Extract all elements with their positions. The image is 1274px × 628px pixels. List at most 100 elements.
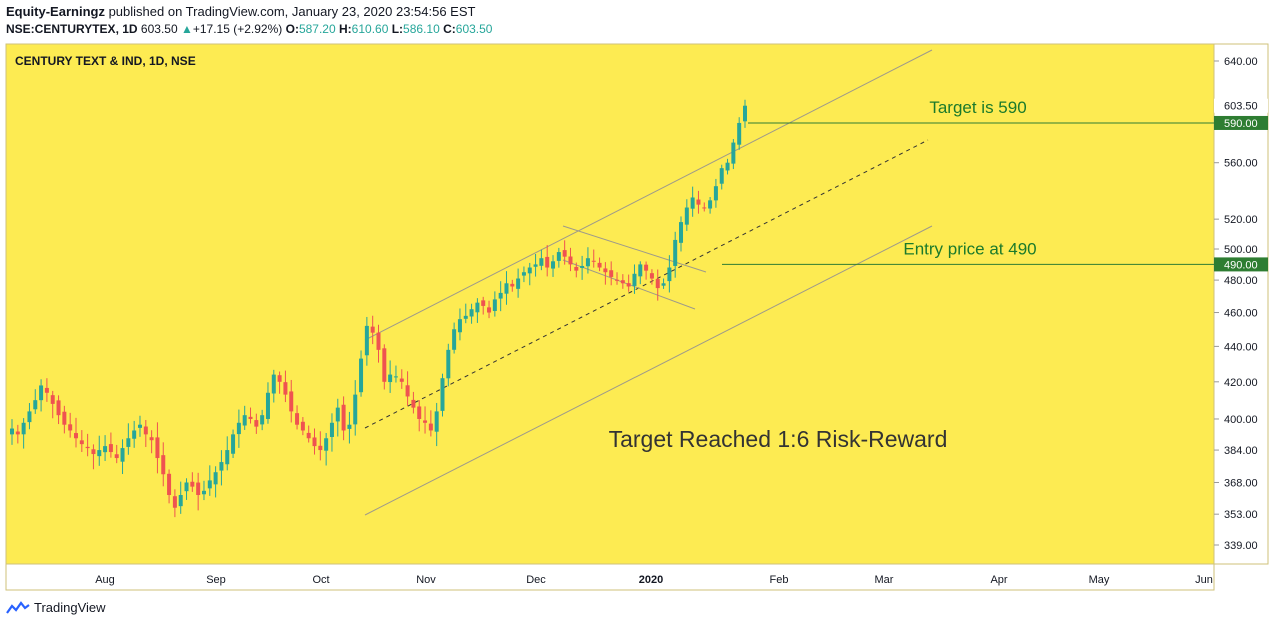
close-label: C: (443, 22, 456, 36)
candle-body (469, 309, 474, 317)
level-marker-label: 590.00 (1224, 118, 1258, 130)
candle-body (423, 420, 428, 423)
candle-body (638, 264, 643, 277)
candle-body (609, 270, 614, 277)
y-tick-label: 368.00 (1224, 477, 1258, 489)
trend-channel (364, 49, 933, 516)
candle-body (615, 279, 620, 281)
channel-upper-line (364, 49, 933, 341)
y-tick-label: 440.00 (1224, 341, 1258, 353)
candle-body (324, 438, 329, 451)
channel-mid-dashed-line (364, 139, 929, 429)
footer: TradingView (6, 600, 106, 615)
candle-body (132, 430, 137, 439)
candle-body (516, 278, 521, 289)
candle-body (172, 496, 177, 508)
candle-body (213, 472, 218, 485)
candle-body (661, 283, 666, 286)
low-label: L: (391, 22, 404, 36)
flag-upper-line (562, 225, 707, 273)
x-tick-label: Feb (770, 574, 789, 586)
candle-body (137, 424, 142, 428)
candle-body (667, 267, 672, 282)
plot-background (5, 43, 1215, 565)
price-axis[interactable] (1213, 43, 1269, 565)
candle-body (481, 300, 486, 306)
candle-body (97, 450, 102, 457)
price-change: +17.15 (+2.92%) (192, 22, 283, 36)
x-axis-ticks: Aug Sep Oct Nov Dec 2020 Feb Mar Apr May Jun (95, 574, 1213, 586)
candle-body (457, 319, 462, 333)
candle-body (440, 378, 445, 411)
tradingview-logo-icon (6, 600, 30, 614)
candle-body (277, 375, 282, 382)
candle-body (632, 273, 637, 286)
candle-body (120, 448, 125, 462)
candle-body (545, 256, 550, 268)
candle-body (103, 446, 108, 453)
candle-body (33, 400, 38, 410)
candle-body (626, 283, 631, 287)
candle-body (556, 252, 561, 261)
publish-info: published on TradingView.com, January 23… (104, 4, 476, 19)
author-name[interactable]: Equity-Earningz (6, 4, 105, 19)
candle-body (382, 348, 387, 382)
candle-body (539, 258, 544, 266)
candle-body (341, 404, 346, 431)
candle-body (68, 424, 73, 431)
y-tick-label: 420.00 (1224, 377, 1258, 389)
candle-body (504, 283, 509, 294)
annotation-text: Entry price at 490 (903, 239, 1036, 258)
time-axis[interactable] (5, 563, 1215, 591)
candle-body (271, 374, 276, 394)
candle-body (207, 480, 212, 489)
x-tick-label: May (1089, 574, 1110, 586)
candle-body (521, 272, 526, 276)
candle-body (737, 122, 742, 145)
candle-body (242, 415, 247, 426)
y-tick-label: 353.00 (1224, 509, 1258, 521)
candle-body (370, 326, 375, 333)
candle-body (417, 406, 422, 419)
annotation-text: Target Reached 1:6 Risk-Reward (609, 426, 948, 452)
candle-body (289, 391, 294, 412)
candle-body (580, 265, 585, 269)
candle-body (731, 142, 736, 164)
candle-body (329, 422, 334, 437)
candle-body (719, 168, 724, 184)
candle-body (143, 426, 148, 435)
candle-body (434, 411, 439, 432)
candle-body (300, 421, 305, 431)
candle-body (190, 481, 195, 487)
candle-body (411, 399, 416, 408)
last-price-box (1214, 98, 1268, 113)
candle-body (184, 482, 189, 492)
candle-body (562, 250, 567, 257)
candle-body (15, 431, 20, 435)
candle-body (393, 376, 398, 378)
candle-body (114, 454, 119, 459)
channel-lower-line (364, 225, 933, 516)
annotations: Target is 590 Entry price at 490 Target Re… (609, 98, 1037, 452)
footer-brand[interactable]: TradingView (34, 600, 106, 615)
y-tick-label: 400.00 (1224, 414, 1258, 426)
annotation-text: Target is 590 (929, 98, 1026, 117)
up-arrow-icon: ▲ (180, 22, 193, 36)
x-tick-label: Nov (416, 574, 436, 586)
x-tick-label: Apr (990, 574, 1007, 586)
candle-body (44, 387, 49, 393)
candle-body (702, 207, 707, 209)
price-levels: 603.50 590.00 490.00 (722, 98, 1268, 272)
candle-body (347, 424, 352, 429)
candle-body (649, 273, 654, 279)
candle-body (167, 473, 172, 496)
open-label: O: (285, 22, 299, 36)
candle-body (679, 222, 684, 243)
candle-body (27, 411, 32, 423)
candle-body (62, 411, 67, 425)
x-tick-label: Aug (95, 574, 115, 586)
candle-body (196, 482, 201, 496)
candle-body (161, 455, 166, 475)
candle-body (475, 302, 480, 313)
